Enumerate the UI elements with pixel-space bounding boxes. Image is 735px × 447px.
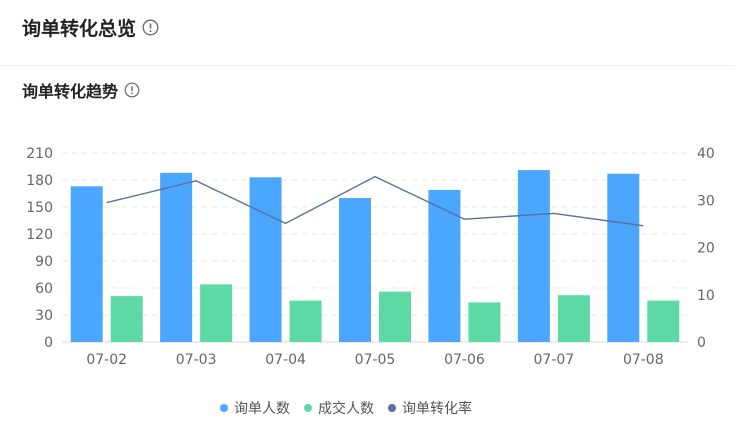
x-tick-label: 07-05: [355, 352, 396, 368]
inquiry-bar: [160, 172, 193, 342]
page-title-text: 询单转化总览: [22, 18, 137, 40]
section-title: 询单转化趋势: [22, 78, 140, 102]
deal-bar: [647, 300, 680, 342]
info-circle-icon[interactable]: [124, 82, 140, 98]
legend-marker: [304, 404, 312, 412]
y-left-tick-label: 60: [35, 281, 53, 297]
y-left-tick-label: 90: [35, 254, 53, 270]
overview-header: 询单转化总览: [0, 0, 735, 66]
y-right-tick-label: 40: [697, 146, 715, 162]
deal-bar: [110, 296, 143, 342]
inquiry-bar: [249, 177, 282, 342]
x-tick-label: 07-02: [86, 352, 127, 368]
section-title-text: 询单转化趋势: [22, 82, 119, 101]
deal-bar: [200, 284, 233, 342]
y-left-tick-label: 150: [26, 200, 53, 216]
y-right-tick-label: 0: [697, 335, 706, 351]
y-left-tick-label: 0: [44, 335, 53, 351]
y-right-tick-label: 10: [697, 288, 715, 304]
y-left-tick-label: 30: [35, 308, 53, 324]
x-tick-label: 07-04: [265, 352, 306, 368]
y-left-tick-label: 120: [26, 227, 53, 243]
y-right-tick-label: 20: [697, 241, 715, 257]
x-tick-label: 07-06: [444, 352, 485, 368]
legend-marker: [220, 404, 228, 412]
deal-bar: [289, 300, 322, 342]
deal-bar: [379, 291, 411, 342]
inquiry-bar: [339, 198, 371, 342]
y-right-tick-label: 30: [697, 193, 715, 209]
inquiry-bar: [517, 170, 550, 342]
legend-marker: [388, 404, 396, 412]
inquiry-bar: [607, 173, 640, 342]
y-left-tick-label: 210: [26, 146, 53, 162]
x-tick-label: 07-07: [534, 352, 575, 368]
page-title: 询单转化总览: [22, 14, 159, 41]
x-tick-label: 07-08: [623, 352, 664, 368]
x-tick-label: 07-03: [176, 352, 217, 368]
conversion-rate-line: [106, 175, 644, 227]
y-left-tick-label: 180: [26, 173, 53, 189]
deal-bar: [557, 295, 590, 342]
legend-label: 询单人数: [234, 401, 290, 417]
inquiry-bar: [428, 189, 461, 342]
legend-label: 成交人数: [318, 400, 374, 417]
inquiry-bar: [70, 186, 103, 342]
info-circle-icon[interactable]: [142, 19, 159, 36]
deal-bar: [468, 302, 501, 342]
legend-label: 询单转化率: [402, 400, 472, 417]
